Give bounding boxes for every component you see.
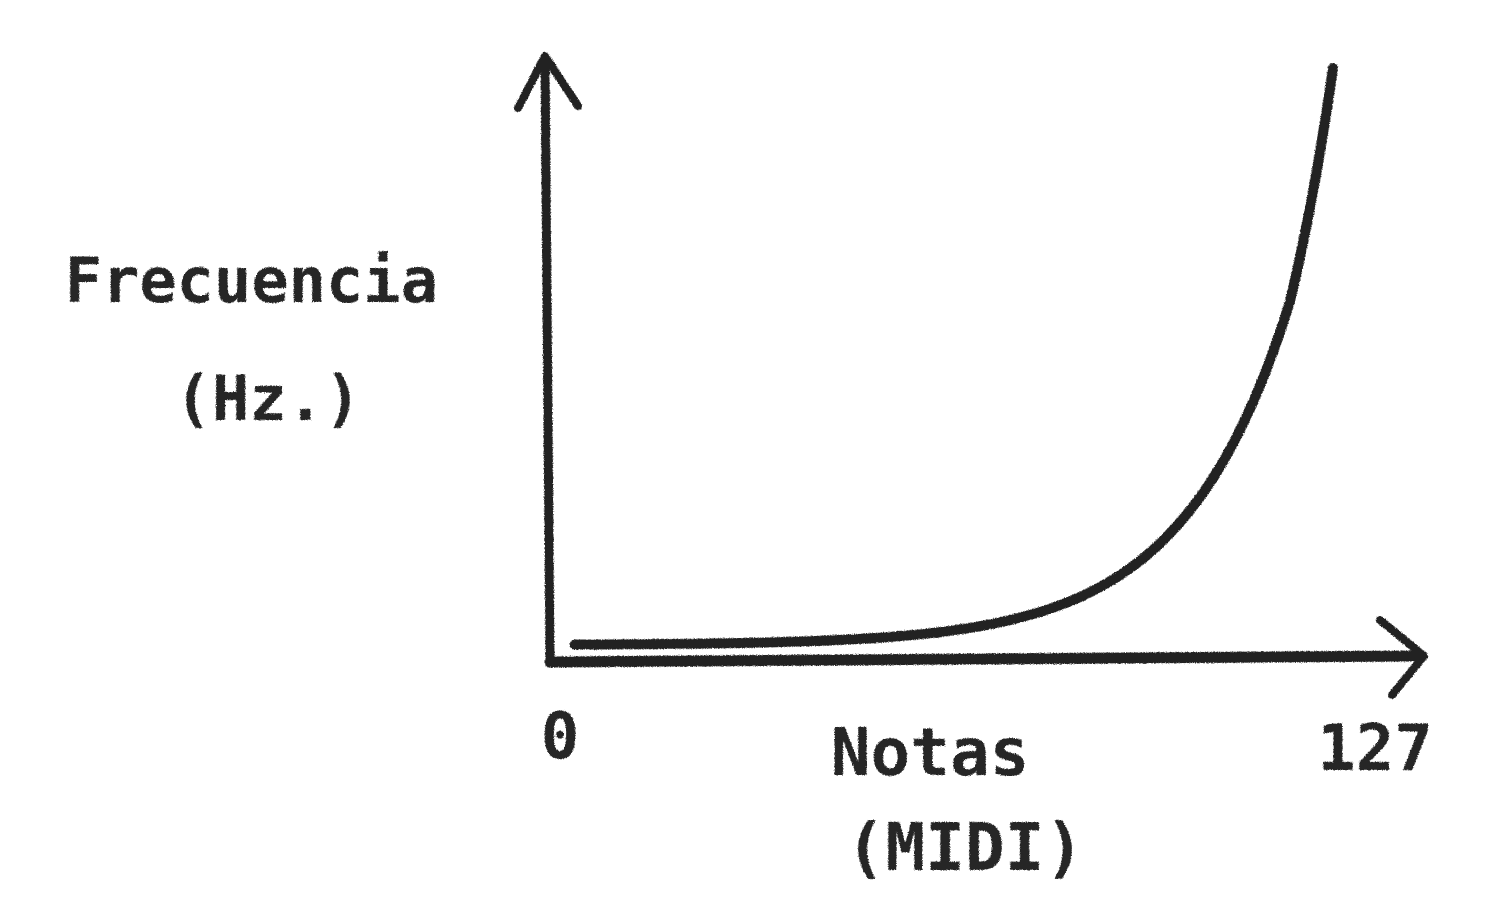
y-axis-label: Frecuencia (Hz.) xyxy=(65,244,476,435)
axes xyxy=(514,52,1428,699)
x-axis-label: Notas (MIDI) xyxy=(831,714,1084,886)
y-axis-label-line-2: (Hz.) xyxy=(175,362,362,435)
y-axis-label-line-1: Frecuencia xyxy=(65,244,438,317)
x-axis-arrowhead xyxy=(1376,616,1428,699)
x-axis-label-line-1: Notas xyxy=(831,714,1030,791)
y-axis xyxy=(540,53,555,665)
y-axis-arrowhead xyxy=(514,52,582,112)
x-tick-label-max: 127 xyxy=(1317,712,1433,786)
series-line-0 xyxy=(569,63,1338,650)
x-axis-label-line-2: (MIDI) xyxy=(846,809,1084,886)
series-group xyxy=(569,63,1338,650)
x-axis xyxy=(544,650,1428,668)
labels: Frecuencia (Hz.) 0 127 Notas (MIDI) xyxy=(65,244,1433,886)
x-tick-label-min: 0 xyxy=(541,700,580,774)
